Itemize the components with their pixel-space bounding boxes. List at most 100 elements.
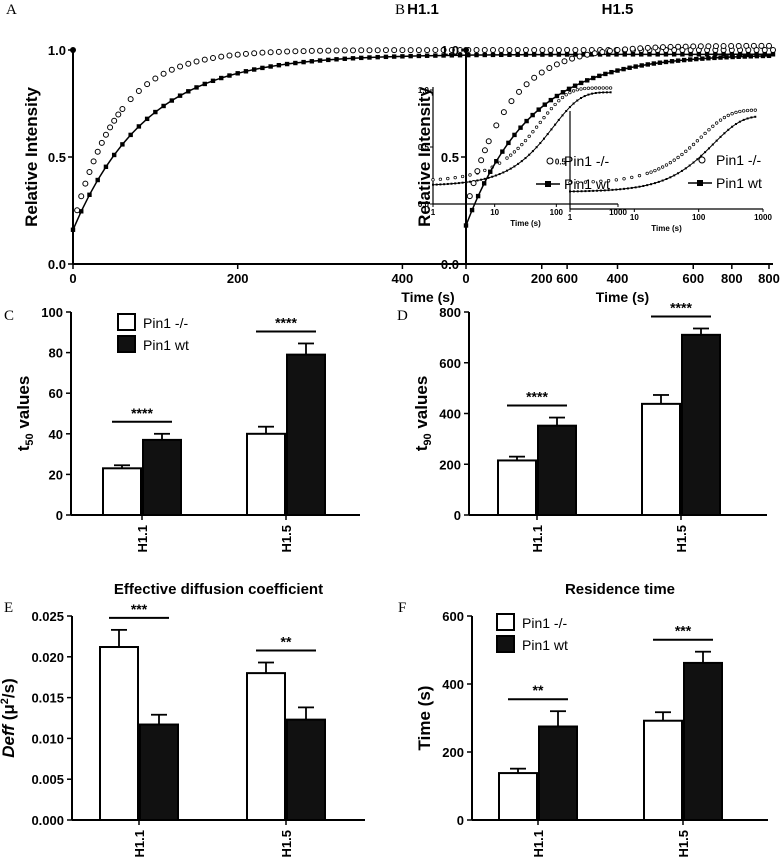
data-point-pin1-wt <box>540 52 545 57</box>
inset-point-pin1-ko <box>590 86 594 90</box>
inset-point-pin1-ko <box>516 146 520 151</box>
data-point-pin1-wt <box>400 54 405 59</box>
data-point-pin1-ko <box>569 55 576 62</box>
prebleach-point <box>70 47 76 53</box>
data-point-pin1-wt <box>704 52 710 57</box>
data-point-pin1-wt <box>566 86 572 92</box>
inset-point-pin1-ko <box>680 152 684 157</box>
data-point-pin1-wt <box>515 52 520 57</box>
inset-point-pin1-ko <box>734 110 738 115</box>
y-tick-label: 0.005 <box>31 772 64 787</box>
data-point-pin1-wt <box>284 61 290 67</box>
data-point-pin1-wt <box>712 55 717 61</box>
inset-point-pin1-ko <box>542 116 546 120</box>
inset-point-pin1-wt <box>596 189 599 192</box>
inset-point-pin1-wt <box>742 118 745 121</box>
data-point-pin1-ko <box>432 47 439 54</box>
significance-label: **** <box>526 389 548 405</box>
inset-point-pin1-wt <box>669 176 672 179</box>
data-point-pin1-wt <box>210 78 216 84</box>
inset-point-pin1-wt <box>550 128 553 131</box>
y-tick-label: 100 <box>41 305 63 320</box>
inset-point-pin1-wt <box>634 186 637 189</box>
data-point-pin1-ko <box>728 43 735 50</box>
data-point-pin1-wt <box>309 59 315 64</box>
data-point-pin1-wt <box>736 54 741 59</box>
inset-point-pin1-ko <box>622 177 626 181</box>
data-point-pin1-ko <box>538 69 545 76</box>
data-point-pin1-wt <box>730 54 735 60</box>
data-point-pin1-ko <box>152 75 159 82</box>
data-point-pin1-ko <box>766 42 772 49</box>
legend-marker-pin1-ko <box>698 156 706 164</box>
data-point-pin1-ko <box>697 43 704 50</box>
data-point-pin1-wt <box>724 55 729 60</box>
inset-point-pin1-wt <box>719 135 722 138</box>
inset-point-pin1-wt <box>569 190 571 193</box>
inset-point-pin1-wt <box>480 178 483 181</box>
inset-point-pin1-wt <box>513 165 516 168</box>
data-point-pin1-wt <box>657 60 663 65</box>
inset-point-pin1-ko <box>483 168 487 173</box>
inset-point-pin1-wt <box>592 189 595 192</box>
data-point-pin1-wt <box>490 52 496 58</box>
inset-point-pin1-wt <box>546 133 549 136</box>
inset-point-pin1-wt <box>535 146 538 149</box>
inset-point-pin1-ko <box>438 177 443 181</box>
legend-marker-pin1-wt <box>545 181 551 187</box>
inset-point-pin1-wt <box>684 167 687 170</box>
inset-x-tick-label: 1000 <box>754 213 772 222</box>
data-point-pin1-wt <box>530 112 535 118</box>
data-point-pin1-ko <box>448 47 455 54</box>
inset-point-pin1-wt <box>439 183 442 186</box>
bar-pin1-wt-h11 <box>142 438 182 517</box>
inset-point-pin1-wt <box>491 175 494 178</box>
inset-point-pin1-ko <box>560 95 565 100</box>
inset-point-pin1-ko <box>614 178 618 182</box>
inset-point-pin1-wt <box>584 190 587 193</box>
inset-point-pin1-wt <box>591 92 594 95</box>
legend-label-pin1-wt: Pin1 wt <box>143 337 189 353</box>
data-point-pin1-wt <box>481 181 487 186</box>
inset-point-pin1-wt <box>602 91 605 94</box>
inset-point-pin1-ko <box>722 115 727 120</box>
inset-point-pin1-wt <box>561 114 564 117</box>
inset-point-pin1-wt <box>727 128 730 131</box>
data-point-pin1-wt <box>408 53 413 59</box>
data-point-pin1-ko <box>705 43 712 50</box>
data-point-pin1-ko <box>481 147 488 154</box>
panel-label-f: F <box>398 600 406 616</box>
inset-point-pin1-wt <box>568 106 571 109</box>
inset-point-pin1-ko <box>453 176 457 180</box>
data-point-pin1-wt <box>671 52 677 57</box>
inset-point-pin1-ko <box>527 134 531 138</box>
data-point-pin1-ko <box>135 87 142 94</box>
data-point-pin1-wt <box>630 52 636 57</box>
data-point-pin1-ko <box>317 47 324 54</box>
data-point-pin1-wt <box>609 69 614 75</box>
data-point-pin1-wt <box>169 98 175 103</box>
inset-point-pin1-wt <box>457 182 460 185</box>
data-point-pin1-ko <box>94 148 101 155</box>
data-point-pin1-wt <box>518 125 523 130</box>
inset-point-pin1-wt <box>583 95 586 98</box>
inset-point-pin1-ko <box>575 88 579 92</box>
inset-point-pin1-wt <box>443 183 446 186</box>
data-point-pin1-ko <box>90 158 97 165</box>
inset-point-pin1-ko <box>672 158 676 162</box>
data-point-pin1-wt <box>342 56 347 61</box>
data-point-pin1-ko <box>466 193 473 200</box>
inset-point-pin1-wt <box>580 97 582 100</box>
data-point-pin1-ko <box>382 47 389 54</box>
inset-point-pin1-wt <box>680 169 683 172</box>
data-point-pin1-wt <box>499 52 504 58</box>
inset-point-pin1-ko <box>715 121 719 125</box>
data-point-pin1-wt <box>79 209 84 214</box>
data-point-pin1-ko <box>599 48 606 55</box>
inset-point-pin1-ko <box>630 175 634 180</box>
x-tick-label: 600 <box>556 271 578 286</box>
data-point-pin1-ko <box>531 74 538 81</box>
data-point-pin1-ko <box>275 48 282 55</box>
inset-point-pin1-wt <box>630 186 633 189</box>
inset-point-pin1-ko <box>538 120 542 125</box>
